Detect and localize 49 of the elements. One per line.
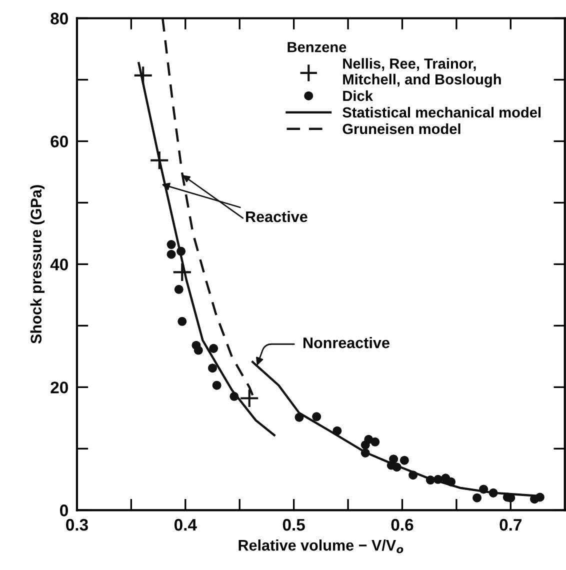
point — [434, 474, 443, 484]
point — [408, 470, 418, 480]
point — [360, 448, 370, 458]
point — [472, 493, 482, 502]
legend-label: Statistical mechanical model — [342, 106, 541, 118]
point — [332, 426, 342, 436]
y-tick-label: 0 — [60, 504, 68, 516]
point — [174, 284, 184, 294]
point — [446, 477, 456, 486]
point — [178, 316, 187, 326]
x-tick-label: 0.7 — [500, 518, 522, 531]
legend-label: Gruneisen model — [342, 123, 460, 134]
y-tick-label: 20 — [50, 382, 68, 394]
point — [488, 488, 498, 498]
point — [479, 484, 488, 494]
point — [294, 412, 304, 422]
point — [230, 392, 239, 401]
point — [370, 437, 380, 446]
point — [400, 456, 409, 465]
point — [176, 246, 186, 256]
y-tick-label: 80 — [50, 12, 68, 24]
y-axis-title: Shock pressure (GPa) — [30, 185, 45, 344]
legend-title: Benzene — [288, 42, 346, 52]
point — [426, 476, 435, 485]
point — [166, 240, 176, 250]
x-tick-label: 0.6 — [391, 518, 414, 531]
point — [212, 380, 222, 390]
x-tick-label: 0.5 — [282, 518, 305, 531]
point — [208, 364, 218, 373]
annotation: Reactive — [246, 210, 308, 222]
y-tick-label: 40 — [50, 258, 68, 270]
point — [535, 492, 544, 502]
point — [133, 66, 153, 86]
point — [194, 346, 203, 355]
point — [209, 344, 218, 353]
y-tick-label: 60 — [50, 136, 68, 148]
x-axis-title: Relative volume − V/V$_{o}$ — [238, 539, 404, 554]
legend-label: Dick — [343, 90, 373, 102]
x-tick-label: 0.3 — [66, 518, 88, 531]
point — [150, 150, 170, 170]
point — [312, 412, 322, 422]
point — [166, 250, 176, 259]
point — [392, 462, 402, 472]
x-tick-label: 0.4 — [174, 518, 197, 531]
point — [364, 434, 374, 444]
point — [240, 388, 260, 408]
annotation: Nonreactive — [304, 337, 390, 348]
point — [172, 262, 192, 282]
legend-label: Nellis, Ree, Trainor, Mitchell, and Boslough — [343, 58, 501, 88]
